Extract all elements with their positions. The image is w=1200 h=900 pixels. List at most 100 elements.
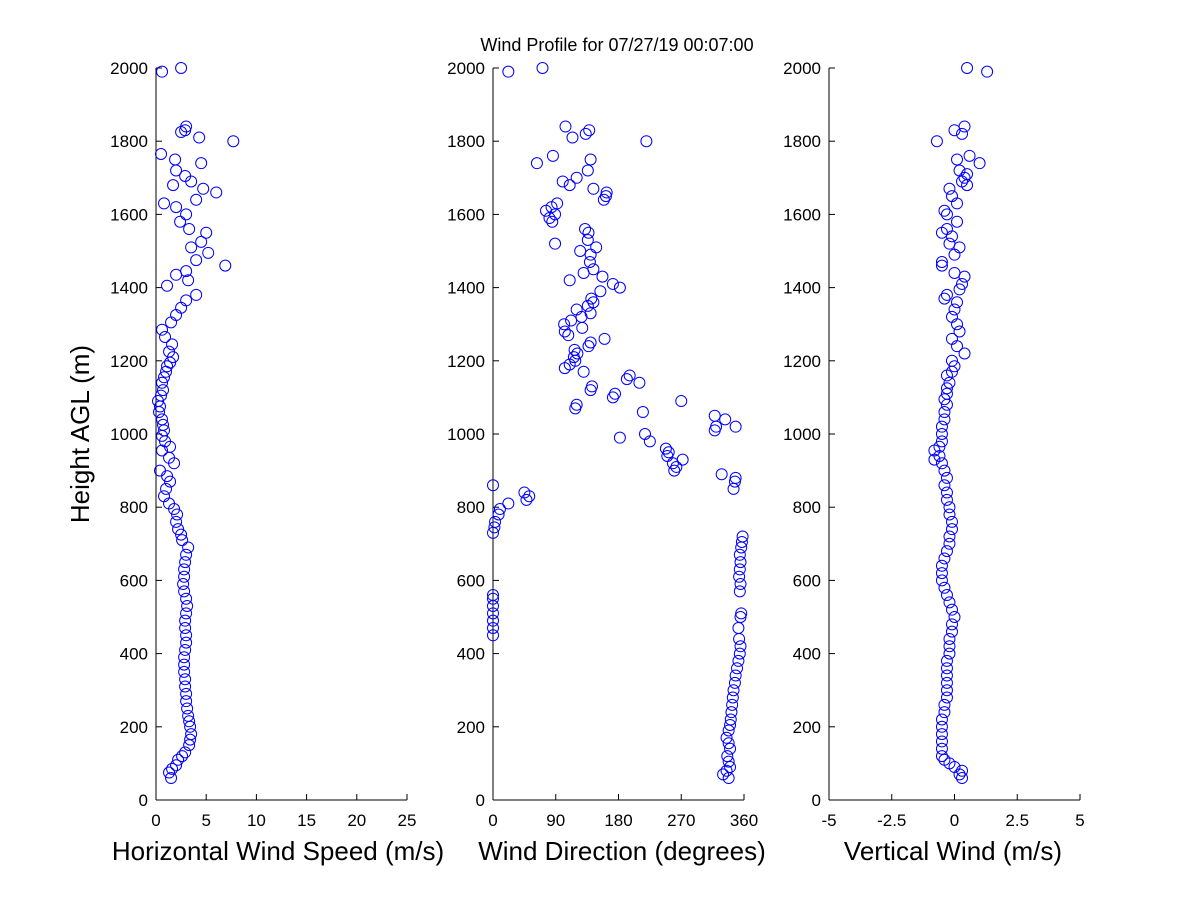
data-point <box>487 621 499 634</box>
data-point <box>708 409 721 422</box>
data-point <box>717 768 730 781</box>
data-point <box>935 728 948 741</box>
data-point <box>180 695 193 708</box>
data-point <box>179 556 192 569</box>
data-point <box>948 248 961 261</box>
data-point <box>161 279 174 292</box>
data-point <box>179 621 192 634</box>
data-point <box>158 371 171 384</box>
data-point <box>720 764 733 777</box>
data-point <box>180 629 193 642</box>
y-tick-label: 0 <box>476 791 485 810</box>
data-point <box>166 762 179 775</box>
data-point <box>724 742 737 755</box>
data-point <box>165 772 178 785</box>
data-point <box>638 428 651 440</box>
data-point <box>943 632 956 645</box>
data-point <box>181 600 194 613</box>
data-point <box>722 737 735 750</box>
data-point <box>160 482 173 495</box>
data-point <box>493 503 506 516</box>
data-point <box>935 457 948 470</box>
data-point <box>724 761 737 774</box>
data-point <box>935 574 948 587</box>
data-point <box>570 398 583 411</box>
data-point <box>940 486 953 499</box>
data-point <box>190 254 203 267</box>
horizontal-wind-speed-panel: 0 5 10 15 20 25 0 200 400 600 800 1000 1200 1400 1600 1… <box>110 59 444 866</box>
data-point <box>489 515 502 528</box>
data-point <box>951 197 964 210</box>
y-tick-label: 2000 <box>783 59 821 78</box>
data-point <box>530 157 543 170</box>
data-point <box>155 148 168 161</box>
data-point <box>536 62 549 74</box>
y-tick-label: 1800 <box>110 132 148 151</box>
data-point <box>579 127 592 140</box>
data-point <box>938 393 951 406</box>
data-point <box>732 621 745 634</box>
data-point <box>726 691 739 704</box>
y-tick-label: 200 <box>120 718 148 737</box>
y-tick-label: 800 <box>120 498 148 517</box>
data-point <box>170 515 183 528</box>
data-point <box>179 643 192 656</box>
data-point <box>487 614 499 627</box>
data-point <box>167 179 180 192</box>
data-point <box>562 329 575 342</box>
data-point <box>183 223 196 236</box>
data-point <box>636 406 649 419</box>
data-point <box>724 718 737 731</box>
data-point <box>728 676 741 689</box>
data-point <box>587 182 600 195</box>
data-point <box>157 418 170 431</box>
data-point <box>729 420 742 433</box>
data-point <box>190 193 203 206</box>
data-point <box>584 248 597 261</box>
data-point <box>574 245 587 257</box>
data-point <box>180 120 193 133</box>
data-point <box>733 632 746 645</box>
data-point <box>175 528 188 541</box>
figure-title: Wind Profile for 07/27/19 00:07:00 <box>480 35 753 55</box>
data-point <box>170 164 183 177</box>
data-point <box>721 750 734 763</box>
data-point <box>938 581 951 594</box>
data-point <box>722 755 735 768</box>
y-tick-label: 1000 <box>110 425 148 444</box>
data-point <box>943 237 956 250</box>
data-point <box>157 384 170 397</box>
x-tick-label: 2.5 <box>1005 811 1029 830</box>
data-point <box>502 497 515 510</box>
data-point <box>195 235 208 248</box>
data-point <box>945 354 958 367</box>
data-point <box>943 596 956 609</box>
data-point <box>178 563 191 576</box>
data-point <box>956 764 969 777</box>
data-point <box>948 360 961 373</box>
data-point <box>156 376 169 389</box>
data-point <box>487 607 499 620</box>
y-tick-label: 1800 <box>447 132 485 151</box>
data-point <box>193 131 206 144</box>
data-point <box>935 567 948 580</box>
x-axis-label: Horizontal Wind Speed (m/s) <box>112 836 444 866</box>
data-point <box>583 255 596 268</box>
x-tick-label: 5 <box>1075 811 1084 830</box>
data-point <box>179 746 192 759</box>
data-point <box>170 268 183 281</box>
data-point <box>558 362 571 375</box>
x-axis-label: Vertical Wind (m/s) <box>844 836 1062 866</box>
data-point <box>613 281 626 294</box>
data-point <box>546 215 559 228</box>
x-tick-label: 5 <box>201 811 210 830</box>
data-point <box>586 380 599 393</box>
data-point <box>180 548 193 561</box>
data-point <box>948 303 961 316</box>
data-point <box>945 625 958 638</box>
data-point <box>563 274 576 287</box>
data-point <box>935 735 948 748</box>
data-point <box>172 523 185 536</box>
data-point <box>732 654 745 667</box>
data-point <box>178 665 191 678</box>
